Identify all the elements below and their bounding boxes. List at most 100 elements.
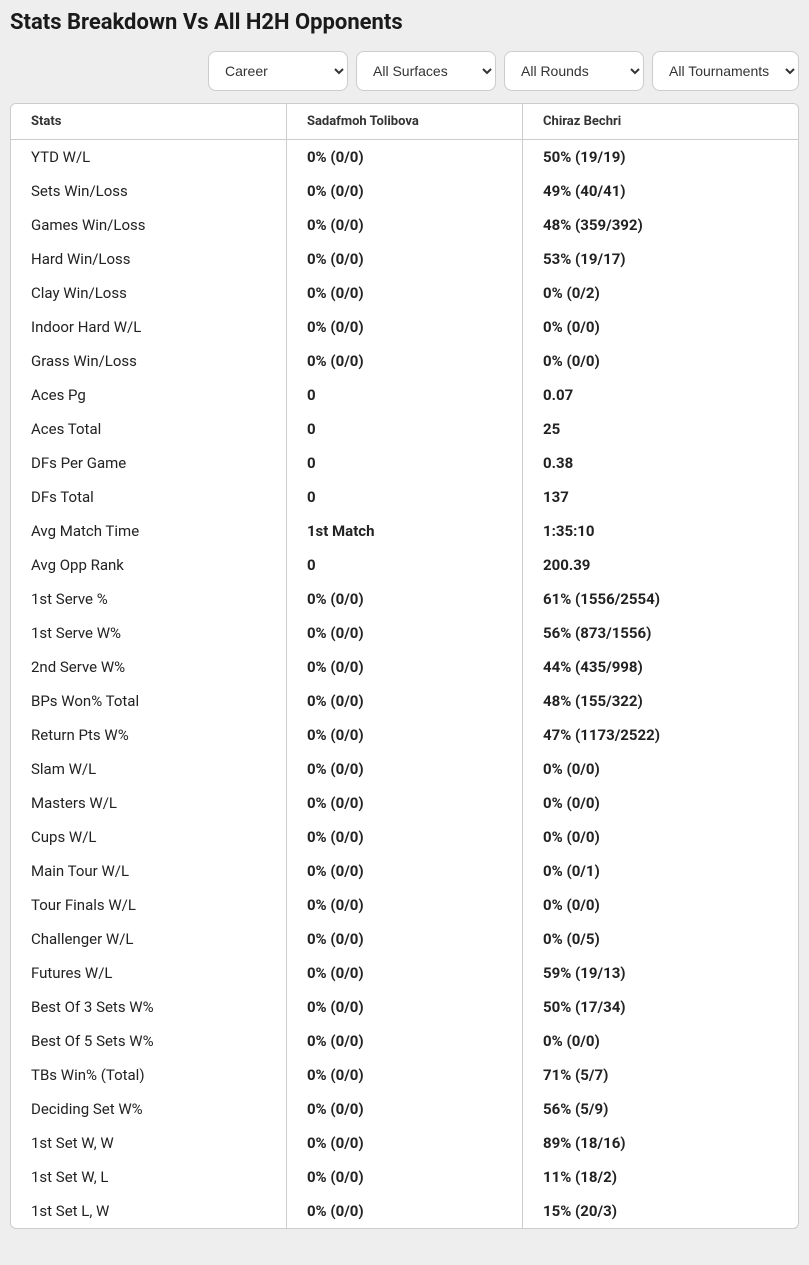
stat-label: Sets Win/Loss xyxy=(11,174,286,208)
player2-value: 59% (19/13) xyxy=(523,956,798,990)
table-row: DFs Per Game00.38 xyxy=(11,446,798,480)
stat-label: 1st Set W, W xyxy=(11,1126,286,1160)
stat-label: Masters W/L xyxy=(11,786,286,820)
player1-value: 0% (0/0) xyxy=(286,582,522,616)
stat-label: 1st Set W, L xyxy=(11,1160,286,1194)
table-row: Games Win/Loss0% (0/0)48% (359/392) xyxy=(11,208,798,242)
table-row: Sets Win/Loss0% (0/0)49% (40/41) xyxy=(11,174,798,208)
stat-label: Avg Opp Rank xyxy=(11,548,286,582)
player2-value: 0% (0/2) xyxy=(523,276,798,310)
player1-value: 0% (0/0) xyxy=(286,140,522,175)
stat-label: Games Win/Loss xyxy=(11,208,286,242)
table-row: Slam W/L0% (0/0)0% (0/0) xyxy=(11,752,798,786)
stat-label: YTD W/L xyxy=(11,140,286,175)
table-row: Futures W/L0% (0/0)59% (19/13) xyxy=(11,956,798,990)
player1-value: 0% (0/0) xyxy=(286,208,522,242)
stat-label: Aces Total xyxy=(11,412,286,446)
player1-value: 0% (0/0) xyxy=(286,1058,522,1092)
player2-value: 15% (20/3) xyxy=(523,1194,798,1228)
player1-value: 0% (0/0) xyxy=(286,344,522,378)
table-row: 1st Serve %0% (0/0)61% (1556/2554) xyxy=(11,582,798,616)
player2-value: 0% (0/0) xyxy=(523,344,798,378)
table-row: Avg Opp Rank0200.39 xyxy=(11,548,798,582)
player1-value: 0% (0/0) xyxy=(286,1126,522,1160)
stats-table: Stats Sadafmoh Tolibova Chiraz Bechri YT… xyxy=(11,104,798,1228)
stat-label: Aces Pg xyxy=(11,378,286,412)
stat-label: Clay Win/Loss xyxy=(11,276,286,310)
player2-value: 61% (1556/2554) xyxy=(523,582,798,616)
table-row: Avg Match Time1st Match1:35:10 xyxy=(11,514,798,548)
table-row: Grass Win/Loss0% (0/0)0% (0/0) xyxy=(11,344,798,378)
table-row: 2nd Serve W%0% (0/0)44% (435/998) xyxy=(11,650,798,684)
player1-value: 0% (0/0) xyxy=(286,718,522,752)
player1-value: 0% (0/0) xyxy=(286,1160,522,1194)
table-row: Challenger W/L0% (0/0)0% (0/5) xyxy=(11,922,798,956)
stat-label: 2nd Serve W% xyxy=(11,650,286,684)
stat-label: Futures W/L xyxy=(11,956,286,990)
table-row: Cups W/L0% (0/0)0% (0/0) xyxy=(11,820,798,854)
table-row: 1st Serve W%0% (0/0)56% (873/1556) xyxy=(11,616,798,650)
col-header-stats: Stats xyxy=(11,104,286,140)
table-row: DFs Total0137 xyxy=(11,480,798,514)
player1-value: 0% (0/0) xyxy=(286,990,522,1024)
stat-label: Best Of 3 Sets W% xyxy=(11,990,286,1024)
player2-value: 11% (18/2) xyxy=(523,1160,798,1194)
stat-label: Deciding Set W% xyxy=(11,1092,286,1126)
player1-value: 0 xyxy=(286,378,522,412)
player1-value: 0% (0/0) xyxy=(286,242,522,276)
table-row: Main Tour W/L0% (0/0)0% (0/1) xyxy=(11,854,798,888)
stat-label: Best Of 5 Sets W% xyxy=(11,1024,286,1058)
table-row: 1st Set W, L0% (0/0)11% (18/2) xyxy=(11,1160,798,1194)
player1-value: 0 xyxy=(286,548,522,582)
table-row: Best Of 5 Sets W%0% (0/0)0% (0/0) xyxy=(11,1024,798,1058)
stat-label: Tour Finals W/L xyxy=(11,888,286,922)
player2-value: 0% (0/0) xyxy=(523,888,798,922)
player1-value: 0% (0/0) xyxy=(286,310,522,344)
player1-value: 0% (0/0) xyxy=(286,616,522,650)
player2-value: 1:35:10 xyxy=(523,514,798,548)
round-select[interactable]: All Rounds xyxy=(504,51,644,91)
player1-value: 0% (0/0) xyxy=(286,276,522,310)
table-row: BPs Won% Total0% (0/0)48% (155/322) xyxy=(11,684,798,718)
player1-value: 0% (0/0) xyxy=(286,174,522,208)
stat-label: Main Tour W/L xyxy=(11,854,286,888)
surface-select[interactable]: All Surfaces xyxy=(356,51,496,91)
table-row: YTD W/L0% (0/0)50% (19/19) xyxy=(11,140,798,175)
stat-label: DFs Total xyxy=(11,480,286,514)
stat-label: 1st Serve % xyxy=(11,582,286,616)
stat-label: 1st Set L, W xyxy=(11,1194,286,1228)
player2-value: 137 xyxy=(523,480,798,514)
player1-value: 0% (0/0) xyxy=(286,888,522,922)
player1-value: 0% (0/0) xyxy=(286,854,522,888)
player1-value: 0 xyxy=(286,446,522,480)
stat-label: Grass Win/Loss xyxy=(11,344,286,378)
table-row: Aces Pg00.07 xyxy=(11,378,798,412)
stat-label: Challenger W/L xyxy=(11,922,286,956)
player2-value: 0% (0/0) xyxy=(523,820,798,854)
table-row: TBs Win% (Total)0% (0/0)71% (5/7) xyxy=(11,1058,798,1092)
stats-table-container: Stats Sadafmoh Tolibova Chiraz Bechri YT… xyxy=(10,103,799,1229)
stat-label: Return Pts W% xyxy=(11,718,286,752)
stat-label: Avg Match Time xyxy=(11,514,286,548)
player2-value: 49% (40/41) xyxy=(523,174,798,208)
table-row: Deciding Set W%0% (0/0)56% (5/9) xyxy=(11,1092,798,1126)
col-header-player1: Sadafmoh Tolibova xyxy=(286,104,522,140)
player2-value: 56% (5/9) xyxy=(523,1092,798,1126)
stat-label: TBs Win% (Total) xyxy=(11,1058,286,1092)
player1-value: 0 xyxy=(286,480,522,514)
player2-value: 0.07 xyxy=(523,378,798,412)
player2-value: 89% (18/16) xyxy=(523,1126,798,1160)
table-row: Clay Win/Loss0% (0/0)0% (0/2) xyxy=(11,276,798,310)
tournament-select[interactable]: All Tournaments xyxy=(652,51,799,91)
player2-value: 0% (0/0) xyxy=(523,1024,798,1058)
stat-label: Cups W/L xyxy=(11,820,286,854)
table-row: Hard Win/Loss0% (0/0)53% (19/17) xyxy=(11,242,798,276)
stat-label: Indoor Hard W/L xyxy=(11,310,286,344)
player1-value: 0% (0/0) xyxy=(286,922,522,956)
table-row: Best Of 3 Sets W%0% (0/0)50% (17/34) xyxy=(11,990,798,1024)
player1-value: 0% (0/0) xyxy=(286,752,522,786)
period-select[interactable]: Career xyxy=(208,51,348,91)
table-header-row: Stats Sadafmoh Tolibova Chiraz Bechri xyxy=(11,104,798,140)
table-row: 1st Set L, W0% (0/0)15% (20/3) xyxy=(11,1194,798,1228)
player1-value: 0% (0/0) xyxy=(286,1092,522,1126)
